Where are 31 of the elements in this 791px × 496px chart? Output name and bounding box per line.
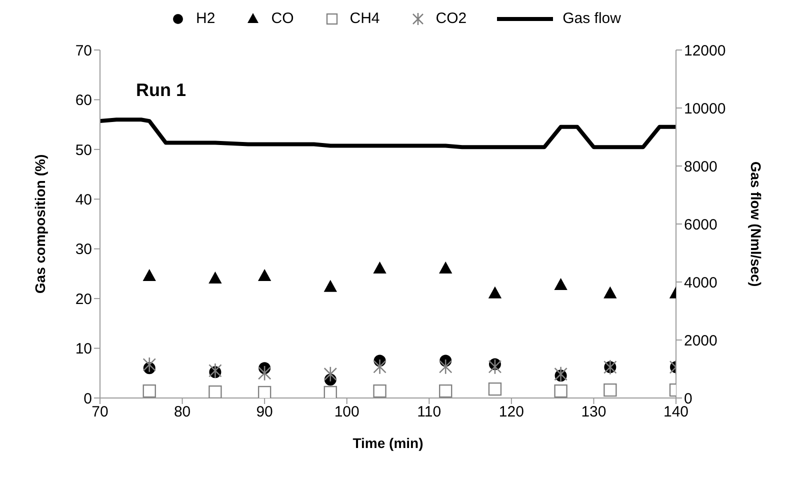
y-tick-label: 60 — [75, 92, 92, 110]
x-tick-label: 130 — [581, 404, 606, 421]
x-tick-label: 80 — [174, 404, 191, 421]
y-tick-label: 30 — [75, 241, 92, 258]
legend-label: H2 — [196, 10, 216, 27]
legend-label: CO — [271, 10, 294, 27]
x-tick-label: 90 — [256, 404, 273, 421]
legend-label: Gas flow — [562, 10, 621, 27]
annotation: Run 1 — [136, 80, 186, 101]
y2-tick-label: 10000 — [684, 100, 726, 118]
y-tick-label: 40 — [75, 191, 92, 208]
legend-label: CO2 — [436, 10, 467, 27]
legend-label: CH4 — [350, 10, 380, 27]
y2-tick-label: 12000 — [684, 42, 726, 60]
line-series — [100, 118, 676, 150]
y2-tick-label: 8000 — [684, 158, 718, 176]
y2-tick-label: 2000 — [684, 332, 718, 350]
y-tick-label: 20 — [75, 290, 92, 308]
x-axis-title: Time (min) — [352, 435, 424, 451]
x-tick-label: 110 — [417, 404, 442, 421]
x-tick-label: 70 — [92, 404, 108, 421]
y-tick-label: 50 — [75, 142, 92, 159]
y2-axis-title: Gas flow (Nml/sec) — [748, 161, 764, 287]
x-tick-label: 100 — [334, 404, 360, 421]
y2-tick-label: 6000 — [684, 216, 718, 234]
x-tick-label: 120 — [498, 404, 524, 421]
y-axis-title: Gas composition (%) — [32, 154, 48, 294]
y-tick-label: 0 — [84, 390, 92, 408]
y-tick-label: 70 — [75, 42, 92, 60]
y2-tick-label: 4000 — [684, 274, 718, 292]
y-tick-label: 10 — [75, 340, 92, 358]
